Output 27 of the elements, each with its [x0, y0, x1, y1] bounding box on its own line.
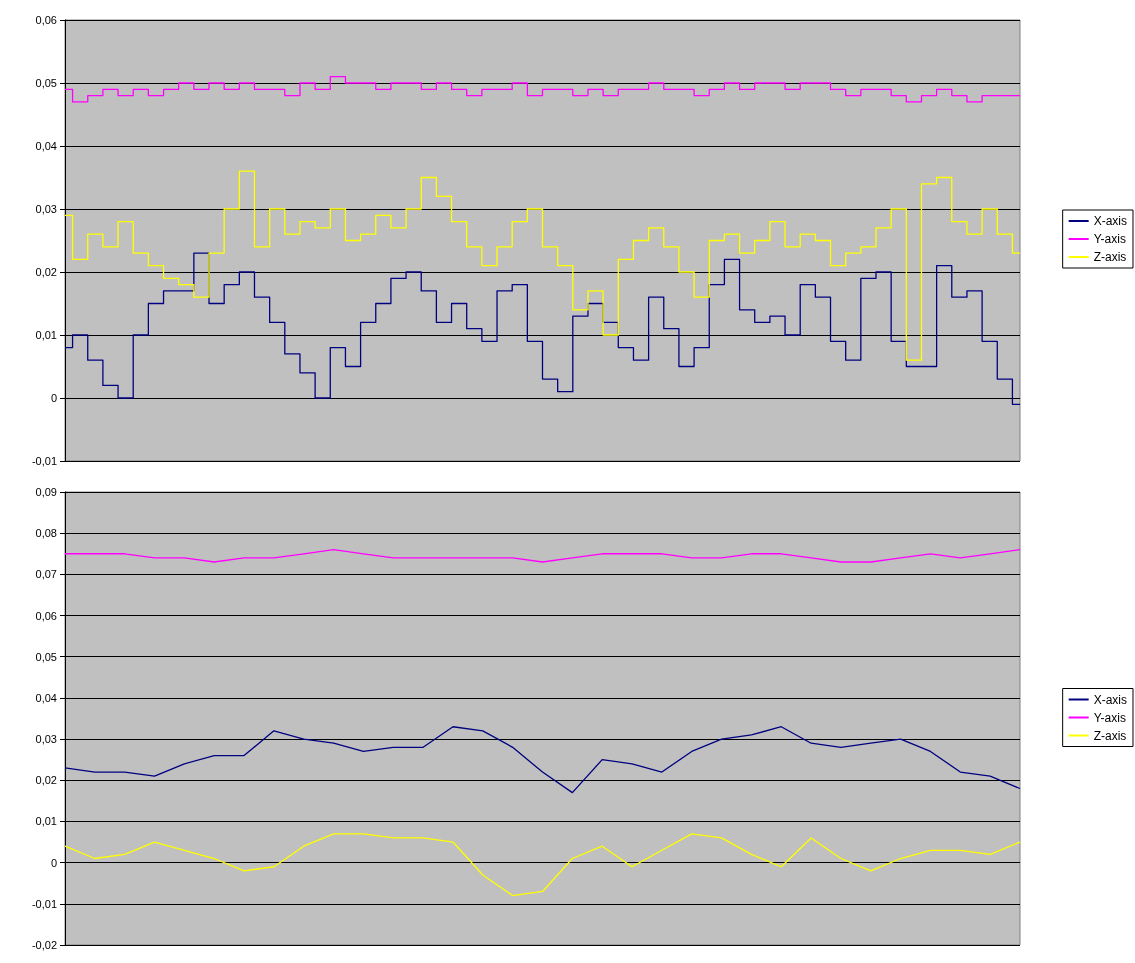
y-tick-label: 0,08 — [35, 527, 57, 540]
y-tick-label: 0,05 — [35, 650, 57, 663]
legend-label: Z-axis — [1093, 250, 1127, 264]
y-tick-label: 0,04 — [35, 140, 57, 152]
y-tick-label: 0,04 — [35, 691, 57, 704]
y-tick-label: -0,02 — [31, 939, 57, 951]
y-tick-label: 0,06 — [35, 609, 57, 622]
y-tick-label: 0,02 — [35, 266, 57, 278]
y-tick-label: 0,01 — [35, 329, 57, 341]
legend-label: X-axis — [1093, 214, 1127, 228]
y-tick-label: -0,01 — [31, 455, 57, 467]
legend-label: X-axis — [1093, 692, 1127, 707]
line-series — [64, 549, 1021, 563]
y-tick-label: 0,09 — [35, 486, 57, 498]
y-tick-label: 0,03 — [35, 203, 57, 215]
y-tick-label: 0,05 — [35, 77, 57, 89]
y-tick-label: 0,07 — [35, 568, 57, 581]
legend-label: Z-axis — [1093, 728, 1127, 743]
y-tick-label: 0,02 — [35, 774, 57, 787]
y-tick-label: 0 — [50, 392, 57, 404]
legend-label: Y-axis — [1093, 710, 1126, 725]
legend-label: Y-axis — [1093, 232, 1126, 246]
y-tick-label: 0,03 — [35, 733, 57, 746]
y-tick-label: 0 — [50, 856, 57, 869]
y-tick-label: 0,01 — [35, 815, 57, 828]
y-tick-label: 0,06 — [35, 14, 57, 26]
y-tick-label: -0,01 — [31, 897, 57, 910]
